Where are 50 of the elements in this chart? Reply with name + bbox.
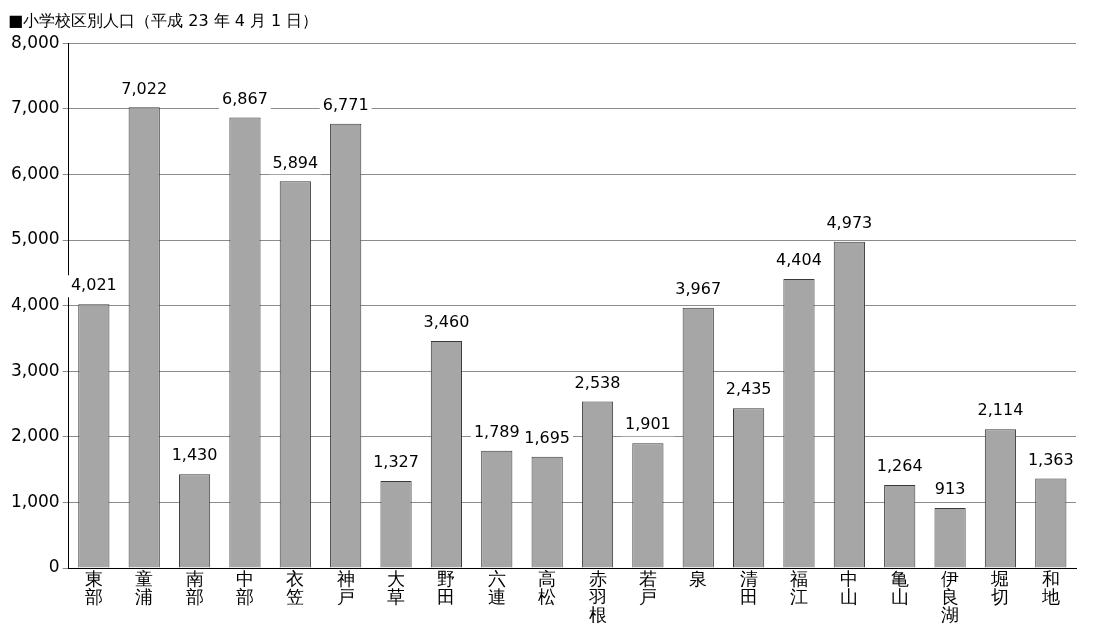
x-tick-label: 神戸 [336,567,355,607]
x-tick-label: 東部 [84,567,103,607]
x-tick-label: 亀山 [890,567,909,607]
x-tick-label: 六連 [487,567,506,607]
x-tick-label: 和地 [1040,567,1060,607]
x-tick-label: 伊良湖 [941,567,960,625]
x-tick-label: 泉 [689,567,708,589]
y-tick-label: 5,000 [11,228,60,249]
data-label: 4,973 [826,212,873,232]
y-tick-label: 3,000 [11,359,60,380]
y-tick-label: 7,000 [11,97,60,118]
x-tick-label: 野田 [437,567,456,607]
y-tick-label: 6,000 [11,162,60,183]
data-label: 4,021 [70,275,117,295]
data-label: 6,867 [222,88,268,108]
data-label: 2,538 [574,372,621,392]
data-label: 913 [934,479,966,499]
x-tick-label: 赤羽根 [587,567,607,625]
data-label: 1,789 [473,421,520,441]
data-label: 5,894 [272,152,319,172]
data-label: 6,771 [322,94,369,114]
data-label: 1,430 [171,445,218,465]
data-label: 2,435 [725,379,772,399]
chart-title: ■小学校区別人口（平成 23 年 4 月 1 日） [8,10,319,30]
y-tick-label: 1,000 [11,490,60,511]
data-label: 1,695 [524,427,571,447]
x-tick-label: 中山 [840,567,859,607]
data-label: 1,901 [624,414,671,434]
x-tick-label: 高松 [538,567,557,607]
x-tick-label: 衣笠 [286,567,305,607]
x-tick-label: 若戸 [638,567,657,607]
x-tick-label: 福江 [789,567,808,607]
data-label: 4,404 [776,250,822,270]
data-label: 3,460 [423,312,470,332]
data-label: 2,114 [977,400,1024,420]
x-tick-label: 堀切 [990,567,1010,607]
x-tick-label: 中部 [235,567,254,607]
x-tick-label: 清田 [739,567,758,607]
x-tick-label: 童浦 [135,567,154,607]
data-label: 1,363 [1027,449,1074,469]
y-tick-label: 0 [48,556,60,577]
data-label: 7,022 [121,78,168,98]
y-tick-label: 2,000 [11,425,60,446]
y-tick-label: 4,000 [11,294,60,315]
x-tick-label: 大草 [387,567,406,607]
y-tick-label: 8,000 [11,31,60,52]
data-label: 1,327 [373,452,419,472]
x-tick-label: 南部 [185,567,204,607]
data-label: 3,967 [675,278,722,298]
data-label: 1,264 [876,456,923,476]
